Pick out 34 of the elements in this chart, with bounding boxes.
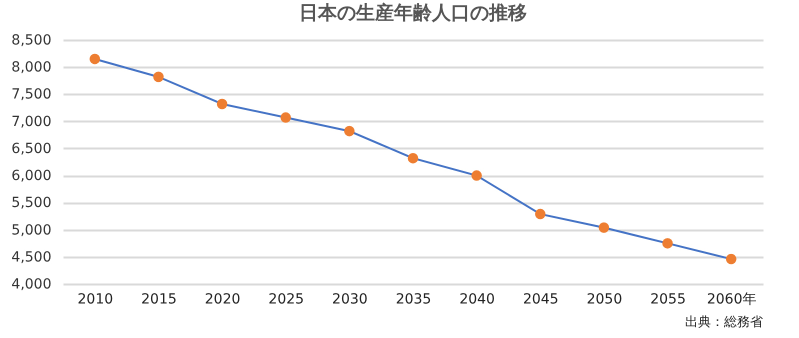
point (344, 126, 355, 136)
point (90, 54, 100, 64)
y-tick-label: 6,000 (11, 168, 52, 184)
x-tick-label: 2015 (141, 292, 177, 308)
x-tick-label: 2050 (586, 292, 622, 308)
y-tick-label: 7,500 (11, 86, 52, 103)
y-tick-label: 4,500 (11, 249, 52, 266)
point (153, 72, 164, 82)
point (662, 238, 673, 249)
point (280, 112, 291, 123)
point (535, 208, 546, 220)
point (598, 222, 610, 233)
y-tick-label: 5,000 (11, 222, 52, 238)
x-tick-label: 2045 (522, 292, 559, 308)
y-tick-label: 4,000 (11, 276, 52, 292)
x-tick-label: 2025 (268, 292, 304, 308)
y-tick-label: 8,000 (11, 60, 52, 76)
y-tick-label: 8,500 (11, 32, 52, 48)
point (726, 254, 736, 264)
chart-title: 日本の生産年齢人口の推移 (299, 2, 527, 24)
x-tick-label: 2055 (650, 292, 686, 308)
x-tick-label: 2030 (332, 292, 368, 308)
y-tick-label: 5,500 (11, 195, 52, 212)
point (408, 152, 418, 164)
x-tick-label: 2035 (396, 292, 432, 308)
x-tick-label: 2020 (204, 292, 240, 308)
y-tick-label: 7,000 (11, 114, 52, 130)
point (471, 170, 482, 181)
x-tick-label: 2040 (459, 292, 495, 308)
x-tick-label: 2060年 (706, 292, 756, 308)
point (216, 98, 228, 110)
x-tick-label: 2010 (78, 292, 114, 308)
source-note: 出典：総務省 (685, 315, 763, 330)
y-tick-label: 6,500 (11, 140, 52, 157)
